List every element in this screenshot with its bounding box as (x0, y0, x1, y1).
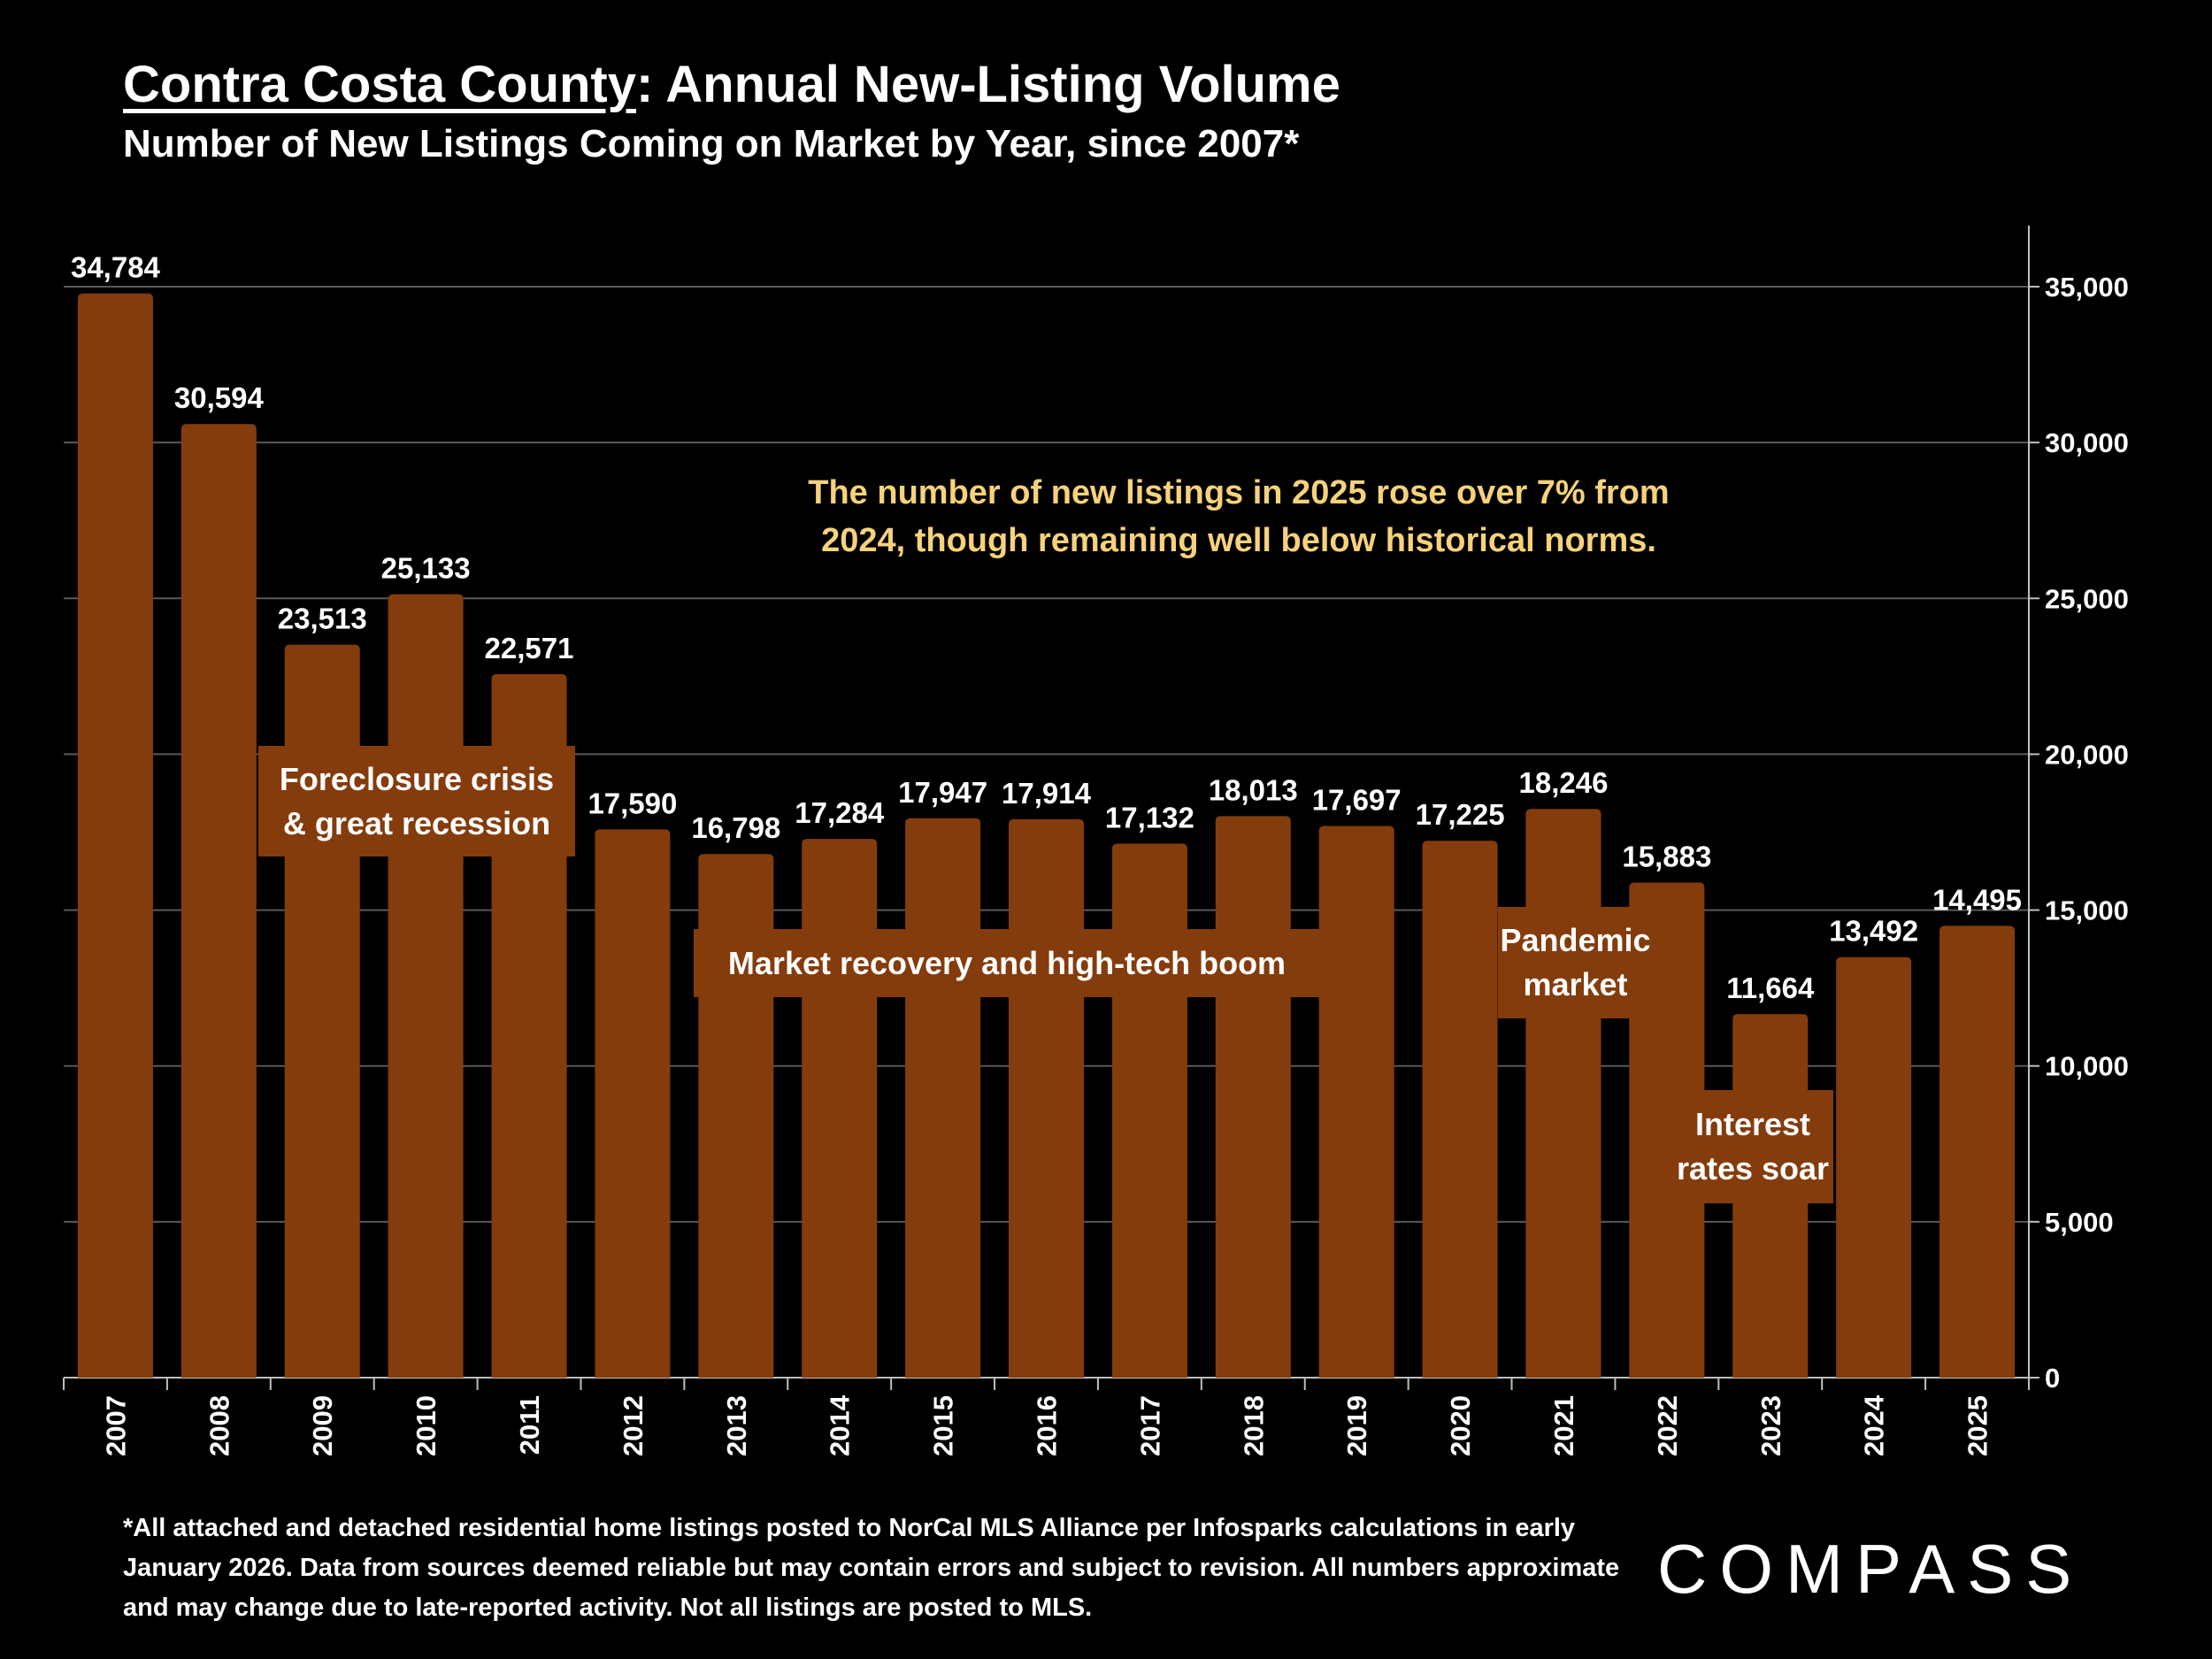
bar (388, 594, 464, 1378)
y-tick-label: 15,000 (2045, 895, 2129, 926)
data-label: 25,133 (381, 552, 471, 585)
x-tick-label: 2013 (721, 1395, 752, 1456)
chart-title: Contra Costa County: Annual New-Listing … (123, 55, 1340, 114)
bar (1215, 816, 1291, 1378)
period-label-line: rates soar (1676, 1150, 1830, 1187)
x-tick-label: 2016 (1032, 1395, 1063, 1456)
x-tick-label: 2014 (825, 1394, 856, 1456)
bar (1836, 956, 1912, 1378)
data-label: 17,225 (1416, 798, 1505, 831)
bar (1009, 818, 1084, 1378)
y-tick-label: 0 (2045, 1363, 2060, 1394)
bar (1422, 841, 1498, 1378)
bar (77, 293, 153, 1378)
period-label-line: Market recovery and high-tech boom (727, 944, 1286, 981)
annotation-line-2: 2024, though remaining well below histor… (821, 522, 1656, 559)
data-label: 14,495 (1932, 883, 2022, 916)
data-label: 17,590 (588, 787, 677, 819)
footnote: *All attached and detached residential h… (123, 1514, 1620, 1622)
y-tick-label: 20,000 (2045, 739, 2129, 770)
period-label-interest-rates: Interest rates soar (1672, 1090, 1833, 1203)
x-tick-label: 2017 (1134, 1395, 1165, 1456)
title-county: Contra Costa County (123, 56, 636, 113)
period-label-line: Foreclosure crisis (279, 760, 555, 797)
bar (1525, 809, 1601, 1378)
x-tick-label: 2012 (618, 1395, 649, 1456)
x-tick-label: 2024 (1859, 1394, 1890, 1456)
y-tick-label: 5,000 (2045, 1207, 2114, 1238)
x-tick-label: 2008 (204, 1395, 234, 1456)
data-label: 17,132 (1105, 801, 1194, 833)
period-label-line: Pandemic (1500, 922, 1651, 958)
data-label: 13,492 (1829, 915, 1918, 948)
bar (1111, 843, 1187, 1378)
y-tick-label: 30,000 (2045, 427, 2129, 458)
y-tick-label: 10,000 (2045, 1051, 2129, 1082)
bar (1318, 826, 1394, 1378)
bar (1939, 926, 2016, 1378)
x-tick-label: 2011 (514, 1395, 545, 1455)
x-tick-label: 2022 (1652, 1395, 1683, 1456)
data-label: 16,798 (691, 811, 780, 844)
x-tick-label: 2009 (307, 1395, 338, 1456)
period-label-pandemic: Pandemic market (1498, 907, 1653, 1018)
x-tick-label: 2020 (1445, 1395, 1476, 1456)
data-label: 34,784 (71, 251, 161, 284)
x-tick-label: 2021 (1548, 1395, 1579, 1456)
data-label: 18,013 (1209, 773, 1298, 806)
period-label-recovery: Market recovery and high-tech boom (694, 929, 1320, 997)
bar (180, 424, 257, 1379)
bar (905, 818, 981, 1378)
data-label: 17,947 (898, 776, 987, 809)
data-label: 22,571 (485, 632, 574, 664)
x-tick-label: 2018 (1238, 1395, 1269, 1456)
y-tick-label: 25,000 (2045, 583, 2129, 614)
period-label-foreclosure: Foreclosure crisis & great recession (258, 746, 575, 856)
data-label: 30,594 (174, 381, 265, 414)
title-rest: : Annual New-Listing Volume (636, 56, 1340, 113)
annotation-line-1: The number of new listings in 2025 rose … (808, 474, 1670, 511)
period-label-line: & great recession (282, 804, 551, 841)
x-tick-label: 2023 (1755, 1395, 1786, 1456)
bar (802, 839, 878, 1378)
period-label-line: market (1523, 966, 1628, 1002)
compass-logo: COMPASS (1657, 1530, 2085, 1608)
data-label: 17,284 (795, 796, 885, 829)
data-label: 15,883 (1622, 840, 1711, 872)
data-label: 11,664 (1726, 972, 1815, 1004)
x-tick-label: 2007 (100, 1395, 131, 1456)
y-tick-label: 35,000 (2045, 272, 2129, 303)
x-tick-label: 2015 (928, 1395, 959, 1456)
bar (595, 829, 671, 1378)
chart-annotation: The number of new listings in 2025 rose … (752, 469, 1725, 565)
x-tick-label: 2025 (1962, 1395, 1993, 1456)
x-tick-label: 2019 (1341, 1395, 1372, 1456)
data-label: 18,246 (1519, 766, 1609, 799)
data-label: 17,697 (1312, 784, 1402, 817)
chart-subtitle: Number of New Listings Coming on Market … (123, 122, 1300, 165)
data-label: 23,513 (278, 603, 367, 635)
data-label: 17,914 (1002, 777, 1092, 810)
x-tick-label: 2010 (411, 1395, 442, 1456)
period-label-line: Interest (1694, 1106, 1811, 1142)
